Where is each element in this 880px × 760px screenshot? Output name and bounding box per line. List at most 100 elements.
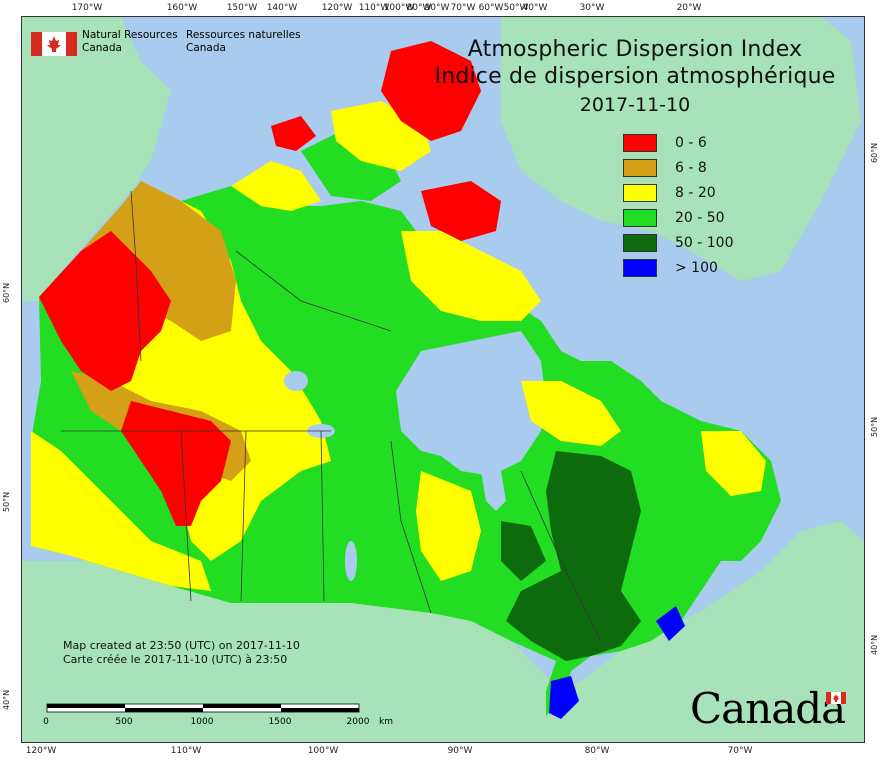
greenland-land	[501, 17, 861, 281]
legend-item-50-100: 50 - 100	[623, 234, 783, 256]
scale-label-0: 0	[43, 717, 49, 727]
usa-land	[22, 521, 864, 742]
tick-bottom-70w: 70°W	[727, 746, 753, 756]
map-title-block: Atmospheric Dispersion Index Indice de d…	[410, 36, 860, 118]
tick-right-60n: 60°N	[870, 142, 879, 163]
legend-label: 8 - 20	[675, 185, 716, 201]
hudson-bay	[396, 331, 546, 476]
tick-top-120w: 120°W	[321, 3, 353, 13]
manitoba-ontario-border	[390, 440, 432, 614]
tick-top-100w: 100°W	[383, 3, 415, 13]
agency-en-line2: Canada	[82, 42, 122, 54]
scale-label-1000: 1000	[190, 717, 214, 727]
scale-label-500: 500	[115, 717, 133, 727]
legend-label: 20 - 50	[675, 210, 725, 226]
sask-manitoba-border	[320, 430, 325, 602]
ellesmere-red	[381, 41, 481, 141]
legend-label: 6 - 8	[675, 160, 707, 176]
tick-bottom-100w: 100°W	[307, 746, 339, 756]
tick-top-80w: 80°W	[406, 3, 432, 13]
tick-top-140w: 140°W	[266, 3, 298, 13]
alaska-land	[22, 17, 171, 301]
quebec-north-yellow	[521, 381, 621, 446]
tick-top-170w: 170°W	[71, 3, 103, 13]
baffin-north-red	[421, 181, 501, 241]
tick-top-30w: 30°W	[579, 3, 605, 13]
tick-top-150w: 150°W	[226, 3, 258, 13]
legend-swatch	[623, 234, 657, 252]
legend-label: 0 - 6	[675, 135, 707, 151]
quebec-dark-green	[506, 451, 641, 661]
tick-top-110w: 110°W	[358, 3, 390, 13]
ontario-dark-green	[501, 521, 546, 581]
st-lawrence-blue	[656, 606, 685, 641]
legend-swatch	[623, 184, 657, 202]
tick-top-60w: 60°W	[478, 3, 504, 13]
legend-item-over-100: > 100	[623, 259, 783, 281]
canada-wordmark: Canada	[690, 684, 846, 733]
lake-winnipeg	[345, 541, 357, 581]
credit-fr: Carte créée le 2017-11-10 (UTC) à 23:50	[63, 653, 288, 666]
yukon-red	[39, 231, 171, 391]
tick-top-50w: 50°W	[503, 3, 529, 13]
tick-bottom-120w: 120°W	[25, 746, 57, 756]
southern-ontario-blue	[549, 676, 579, 719]
ontario-quebec-border	[520, 470, 602, 642]
tick-left-60n: 60°N	[2, 282, 11, 303]
agency-name-fr: Ressources naturelles Canada	[186, 29, 301, 55]
legend-item-20-50: 20 - 50	[623, 209, 783, 231]
legend-item-0-6: 0 - 6	[623, 134, 783, 156]
agency-fr-line2: Canada	[186, 42, 226, 54]
tick-right-50n: 50°N	[870, 416, 879, 437]
james-bay	[481, 471, 506, 511]
canada-flag-icon	[31, 32, 77, 56]
bc-yellow	[31, 431, 211, 591]
agency-fr-line1: Ressources naturelles	[186, 29, 301, 41]
yukon-orange	[81, 181, 236, 341]
map-title-fr: Indice de dispersion atmosphérique	[434, 64, 836, 89]
map-credit: Map created at 23:50 (UTC) on 2017-11-10…	[63, 639, 300, 667]
tick-top-70w: 70°W	[450, 3, 476, 13]
ontario-yellow	[416, 471, 481, 581]
scale-unit: km	[379, 717, 393, 727]
tick-bottom-110w: 110°W	[170, 746, 202, 756]
agency-name-en: Natural Resources Canada	[82, 29, 178, 55]
map-title-en: Atmospheric Dispersion Index	[467, 37, 803, 62]
labrador-yellow	[701, 431, 766, 496]
credit-en: Map created at 23:50 (UTC) on 2017-11-10	[63, 639, 300, 652]
tick-top-90w: 90°W	[424, 3, 450, 13]
wordmark-flag-icon	[826, 692, 846, 704]
tick-top-20w: 20°W	[676, 3, 702, 13]
map-svg	[22, 17, 864, 742]
legend-swatch	[623, 209, 657, 227]
tick-top-160w: 160°W	[166, 3, 198, 13]
map-canvas	[21, 16, 865, 743]
scale-label-1500: 1500	[268, 717, 292, 727]
legend-item-6-8: 6 - 8	[623, 159, 783, 181]
arctic-island-yellow-1	[231, 161, 321, 211]
scale-bar: 0 500 1000 1500 2000 km	[43, 703, 406, 733]
banks-red	[271, 116, 316, 151]
scale-label-2000: 2000	[346, 717, 370, 727]
tick-top-40w: 40°W	[522, 3, 548, 13]
legend-label: 50 - 100	[675, 235, 734, 251]
tick-left-40n: 40°N	[2, 689, 11, 710]
tick-bottom-80w: 80°W	[584, 746, 610, 756]
map-date: 2017-11-10	[579, 94, 691, 116]
legend-label: > 100	[675, 260, 718, 276]
yukon-border	[130, 190, 142, 362]
baffin-yellow	[401, 231, 541, 321]
legend-swatch	[623, 134, 657, 152]
agency-en-line1: Natural Resources	[82, 29, 178, 41]
scale-bar-graphic	[46, 703, 360, 713]
tick-bottom-90w: 90°W	[447, 746, 473, 756]
legend-swatch	[623, 159, 657, 177]
alberta-sask-border	[240, 430, 247, 602]
bc-red	[121, 401, 231, 526]
legend-item-8-20: 8 - 20	[623, 184, 783, 206]
tick-left-50n: 50°N	[2, 491, 11, 512]
legend-swatch	[623, 259, 657, 277]
tick-right-40n: 40°N	[870, 634, 879, 655]
bc-alberta-border	[180, 430, 192, 602]
